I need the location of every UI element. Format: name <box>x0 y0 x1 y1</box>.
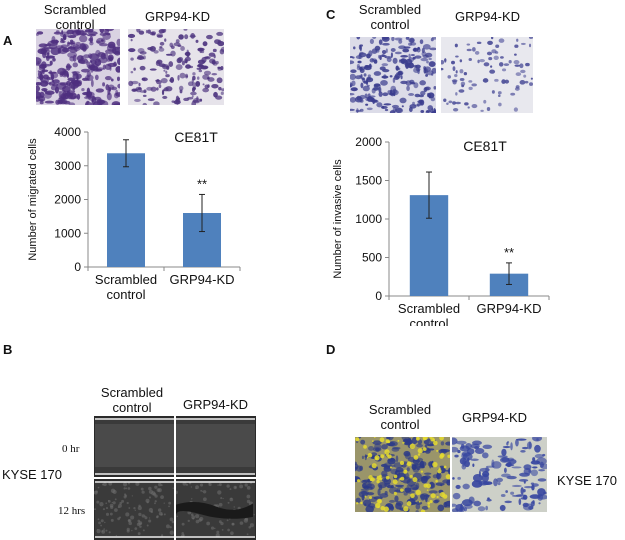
panel-a-image-label-kd: GRP94-KD <box>144 9 211 24</box>
panel-label-a: A <box>3 33 13 48</box>
panel-a-y-axis-label: Number of migrated cells <box>27 138 39 261</box>
panel-a-y-tick-label-1: 1000 <box>54 226 81 240</box>
panel-c-invasion-image-control <box>350 37 436 113</box>
panel-b-column-label-kd: GRP94-KD <box>182 397 249 412</box>
panel-b-row-label-0hr: 0 hr <box>62 443 80 455</box>
panel-label-b: B <box>3 342 13 357</box>
panel-c-image-label-control: Scrambled control <box>358 2 422 32</box>
panel-a-y-tick-label-0: 0 <box>74 260 81 274</box>
panel-c-x-tick-label-1: GRP94-KD <box>476 301 541 316</box>
panel-label-d: D <box>326 342 336 357</box>
panel-c-y-tick-label-4: 2000 <box>355 135 382 149</box>
panel-a-significance-1: ** <box>197 176 207 191</box>
panel-b-wound-image-12hrs <box>94 479 256 540</box>
panel-a-migration-image-control <box>36 29 120 105</box>
panel-d-invasion-image-kd <box>452 437 547 512</box>
panel-a-migration-image-kd <box>128 29 224 105</box>
panel-b-wound-image-0hr <box>94 416 256 477</box>
panel-a-y-tick-label-3: 3000 <box>54 159 81 173</box>
panel-b-row-label-12hrs: 12 hrs <box>58 505 86 517</box>
panel-a-bar-chart: CE81T Number of migrated cells 0 1000 2000 30… <box>27 125 241 302</box>
panel-label-c: C <box>326 7 336 22</box>
panel-c-chart-title: CE81T <box>463 138 507 154</box>
panel-a-y-tick-label-2: 2000 <box>54 193 81 207</box>
panel-d-cell-line-label: KYSE 170 <box>557 473 617 488</box>
panel-a-x-tick-label-0: Scrambled control <box>95 272 157 302</box>
panel-b-column-label-control: Scrambled control <box>100 385 164 415</box>
panel-c-image-label-kd: GRP94-KD <box>454 9 521 24</box>
panel-a-chart-title: CE81T <box>174 129 218 145</box>
panel-c-x-tick-label-0: Scrambled control <box>398 301 460 326</box>
panel-d-image-label-control: Scrambled control <box>368 402 432 432</box>
panel-c-y-tick-label-0: 0 <box>375 289 382 303</box>
panel-c-bar-chart: CE81T Number of invasive cells 0 500 1000 150… <box>332 135 550 326</box>
panel-d-image-label-kd: GRP94-KD <box>461 410 528 425</box>
panel-b-cell-line-label: KYSE 170 <box>2 467 62 482</box>
panel-a-x-tick-label-1: GRP94-KD <box>169 272 234 287</box>
panel-c-y-tick-label-3: 1500 <box>355 174 382 188</box>
panel-a-y-tick-label-4: 4000 <box>54 125 81 139</box>
panel-a-image-label-control: Scrambled control <box>43 2 107 32</box>
panel-c-y-axis-label: Number of invasive cells <box>332 159 344 279</box>
panel-c-invasion-image-kd <box>441 37 533 113</box>
panel-c-y-tick-label-1: 500 <box>362 251 382 265</box>
panel-c-significance-1: ** <box>504 245 514 260</box>
panel-c-y-tick-label-2: 1000 <box>355 212 382 226</box>
panel-a-bar-0 <box>107 153 145 267</box>
panel-d-invasion-image-control <box>355 437 450 512</box>
